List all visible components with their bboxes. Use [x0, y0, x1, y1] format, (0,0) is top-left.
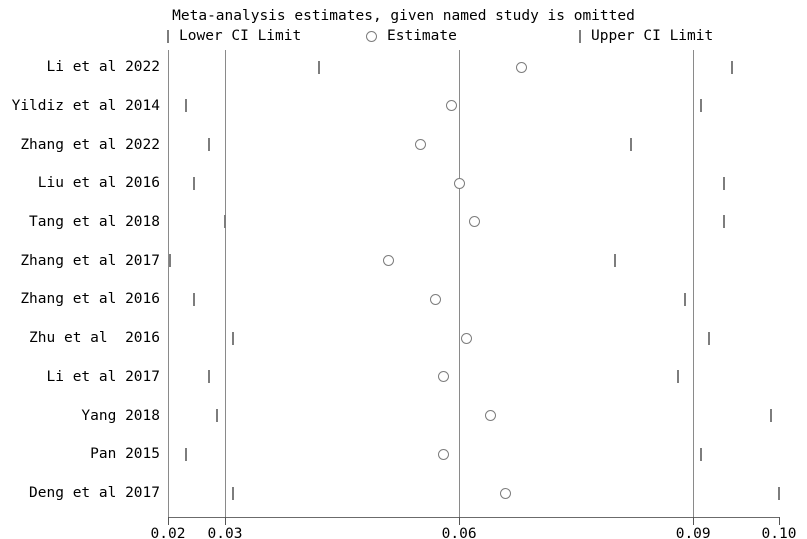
- lower-ci-tick: [169, 254, 172, 268]
- study-label: Yang 2018: [81, 407, 160, 424]
- study-label: Deng et al 2017: [29, 485, 160, 501]
- upper-ci-tick: [614, 254, 617, 268]
- study-label: Li et al 2017: [46, 368, 161, 385]
- x-axis-tick-label: 0.02: [150, 526, 186, 539]
- estimate-marker: [438, 448, 449, 460]
- estimate-marker: [430, 293, 442, 305]
- x-axis-tick-label: 0.09: [675, 526, 711, 539]
- study-label: Pan 2015: [90, 446, 160, 463]
- estimate-marker: [445, 100, 457, 112]
- estimate-marker: [383, 255, 395, 267]
- upper-ci-tick: [676, 370, 679, 384]
- estimate-marker: [414, 139, 426, 150]
- lower-ci-tick: [208, 138, 211, 151]
- lower-ci-tick: [192, 176, 195, 190]
- legend-lower-label: Lower CI Limit: [179, 28, 302, 44]
- legend-item-upper-ci: Upper CI Limit: [579, 26, 713, 46]
- upper-ci-tick: [684, 292, 687, 306]
- lower-ci-tick: [317, 60, 320, 74]
- estimate-marker: [438, 371, 449, 383]
- upper-ci-tick: [700, 99, 702, 113]
- reference-line: [225, 50, 226, 517]
- x-axis-tick: [458, 517, 461, 525]
- upper-ci-tick-icon: [579, 29, 581, 43]
- upper-ci-tick: [629, 138, 632, 151]
- reference-line: [459, 50, 461, 517]
- study-label: Zhang et al 2022: [20, 136, 160, 153]
- legend-estimate-label: Estimate: [387, 28, 457, 44]
- estimate-marker: [453, 177, 465, 189]
- x-axis-tick: [692, 517, 695, 525]
- upper-ci-tick: [778, 486, 780, 500]
- estimate-marker: [500, 487, 512, 499]
- estimate-marker: [469, 216, 481, 228]
- legend-item-estimate: Estimate: [366, 26, 457, 46]
- upper-ci-tick: [707, 331, 710, 345]
- plot-frame-left: [168, 50, 169, 517]
- lower-ci-tick: [224, 215, 226, 229]
- estimate-circle-icon: [366, 30, 377, 42]
- upper-ci-tick: [731, 60, 734, 74]
- study-label: Liu et al 2016: [37, 175, 160, 192]
- estimate-marker: [516, 61, 527, 73]
- upper-ci-tick: [770, 409, 773, 423]
- lower-ci-tick: [216, 409, 219, 423]
- study-label: Zhang et al 2017: [20, 252, 160, 269]
- reference-line: [693, 50, 695, 517]
- x-axis-tick: [778, 517, 780, 525]
- upper-ci-tick: [723, 176, 726, 190]
- lower-ci-tick: [184, 447, 187, 461]
- estimate-marker: [484, 410, 496, 422]
- study-label: Yildiz et al 2014: [11, 97, 160, 114]
- lower-ci-tick-icon: [167, 29, 169, 43]
- lower-ci-tick: [231, 486, 234, 500]
- x-axis: [168, 517, 780, 518]
- lower-ci-tick: [208, 370, 211, 384]
- study-label: Zhu et al 2016: [29, 330, 160, 347]
- study-label: Li et al 2022: [46, 59, 161, 75]
- x-axis-tick-label: 0.03: [207, 526, 243, 539]
- x-axis-tick-label: 0.10: [761, 526, 797, 539]
- legend-upper-label: Upper CI Limit: [591, 28, 714, 44]
- x-axis-tick: [224, 517, 226, 525]
- upper-ci-tick: [723, 215, 726, 229]
- chart-title: Meta-analysis estimates, given named stu…: [172, 8, 635, 24]
- study-label: Tang et al 2018: [29, 213, 160, 230]
- x-axis-tick: [167, 517, 169, 525]
- upper-ci-tick: [700, 447, 702, 461]
- legend-item-lower-ci: Lower CI Limit: [167, 26, 301, 46]
- study-label: Zhang et al 2016: [20, 291, 160, 308]
- x-axis-tick-label: 0.06: [441, 526, 477, 539]
- lower-ci-tick: [192, 292, 195, 306]
- estimate-marker: [461, 332, 473, 344]
- lower-ci-tick: [184, 99, 187, 113]
- lower-ci-tick: [231, 331, 234, 345]
